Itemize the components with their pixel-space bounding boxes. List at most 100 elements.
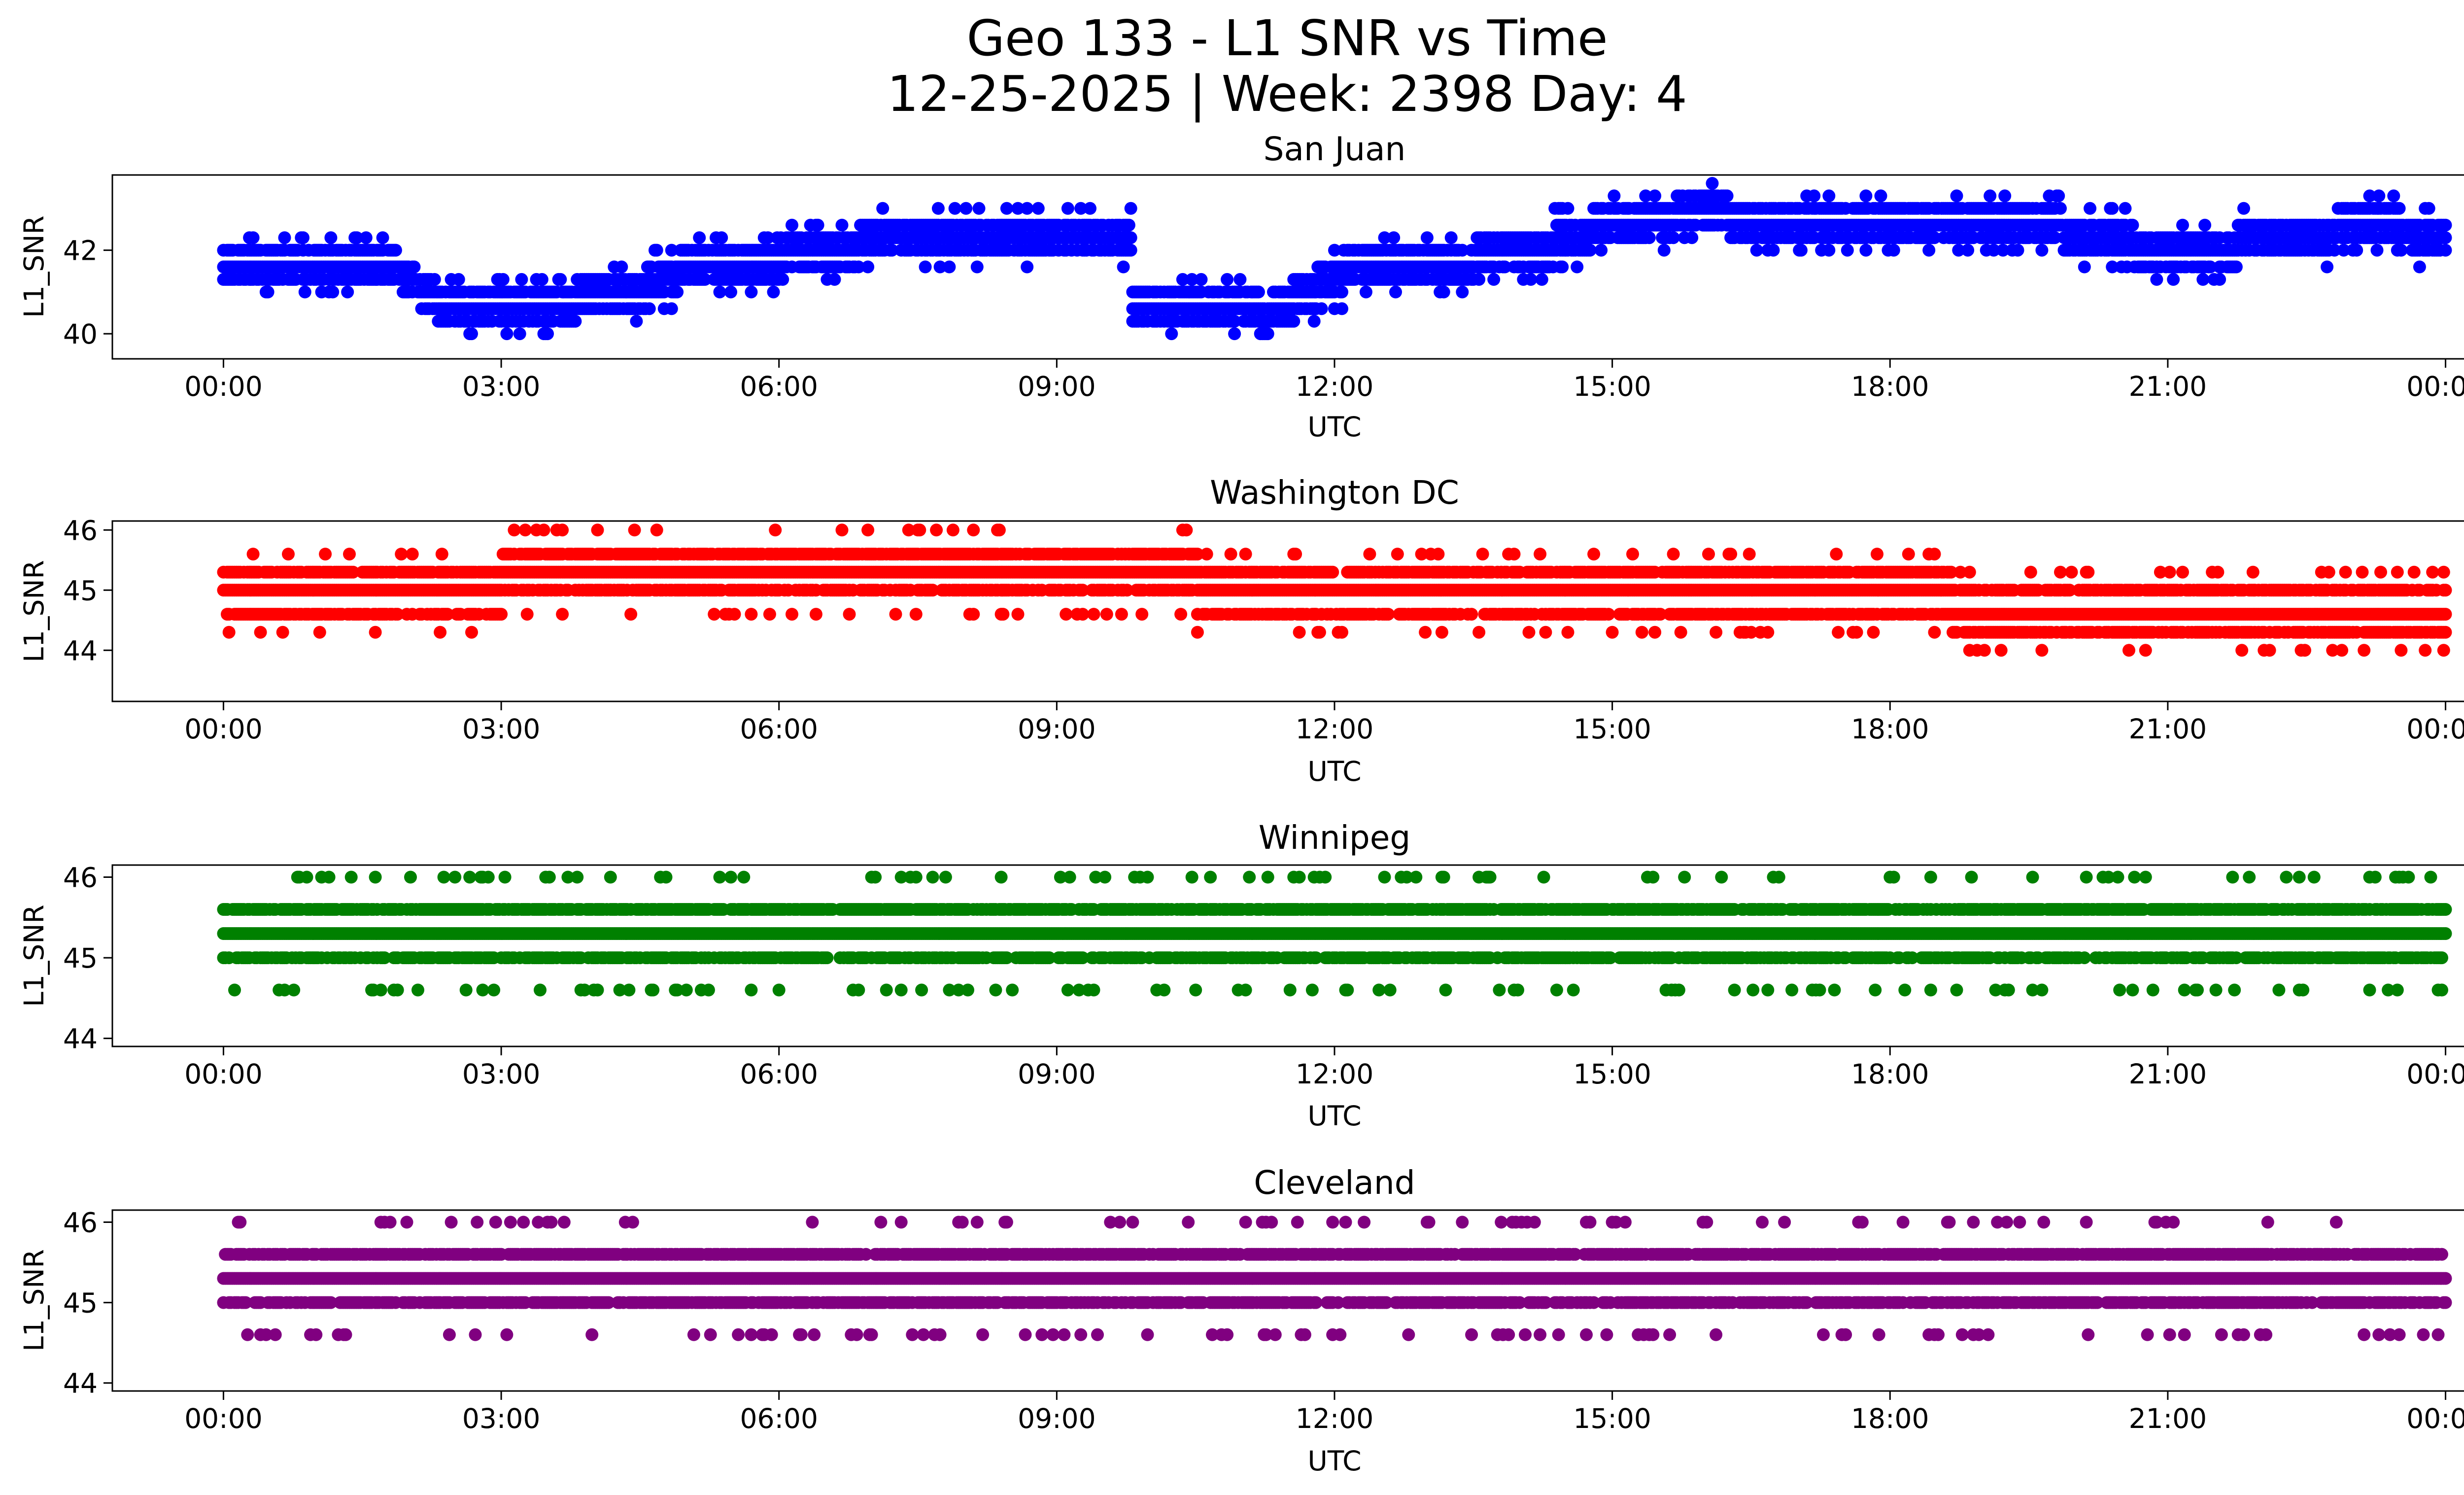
data-point	[1922, 243, 1936, 257]
data-point	[1124, 202, 1137, 215]
data-point	[715, 231, 728, 244]
data-point	[624, 608, 638, 621]
data-point	[298, 285, 311, 299]
san-juan-points	[217, 177, 2452, 341]
data-point	[1535, 273, 1548, 286]
data-point	[630, 314, 643, 328]
data-point	[1060, 608, 1073, 621]
data-point	[861, 523, 875, 537]
data-point	[1432, 548, 1445, 561]
data-point	[1595, 243, 1608, 257]
data-point	[1808, 189, 1821, 203]
san-juan-x-label: UTC	[1307, 411, 1361, 443]
data-point	[1115, 608, 1128, 621]
data-point	[1135, 608, 1149, 621]
data-point	[1643, 231, 1656, 244]
data-point	[537, 523, 550, 537]
data-point	[2395, 243, 2408, 257]
data-point	[222, 626, 236, 639]
data-point	[1087, 608, 1100, 621]
data-point	[2011, 243, 2024, 257]
san-juan-y-label: L1_SNR	[18, 215, 50, 317]
data-point	[2229, 260, 2243, 274]
data-point	[434, 626, 447, 639]
data-point	[569, 314, 582, 328]
data-point	[513, 327, 526, 341]
data-point	[763, 608, 776, 621]
data-point	[350, 231, 363, 244]
data-point	[1100, 608, 1113, 621]
data-point	[1476, 548, 1489, 561]
data-point	[713, 285, 726, 299]
san-juan-y-tick-label: 42	[63, 235, 98, 267]
san-juan-x-tick-label: 03:00	[462, 371, 541, 402]
data-point	[1859, 243, 1873, 257]
data-point	[2035, 243, 2049, 257]
data-point	[909, 608, 923, 621]
data-point	[2439, 243, 2452, 257]
data-point	[2196, 273, 2210, 286]
data-point	[369, 626, 382, 639]
data-point	[1165, 327, 1178, 341]
data-point	[1387, 231, 1401, 244]
data-point	[452, 273, 465, 286]
data-point	[1122, 218, 1135, 232]
data-point	[1437, 285, 1450, 299]
data-point	[992, 523, 1006, 537]
data-point	[1191, 626, 1204, 639]
data-point	[776, 273, 789, 286]
data-point	[2387, 189, 2400, 203]
data-point	[554, 273, 567, 286]
data-point	[2078, 260, 2091, 274]
data-point	[1176, 273, 1189, 286]
data-point	[615, 260, 628, 274]
san-juan-y-tick-label: 40	[63, 318, 98, 350]
data-point	[889, 608, 902, 621]
data-point	[376, 231, 389, 244]
data-point	[1307, 314, 1321, 328]
data-point	[724, 285, 737, 299]
san-juan-x-tick-label: 00:00	[2406, 371, 2464, 402]
data-point	[2119, 202, 2132, 215]
data-point	[276, 626, 289, 639]
data-point	[495, 608, 508, 621]
data-point	[1326, 565, 1339, 579]
panel-san-juan: San Juan 00:00 03:00 06:00 09:00 12:00 15:00 1…	[18, 130, 2464, 443]
data-point	[282, 548, 295, 561]
data-point	[518, 523, 532, 537]
data-point	[1487, 273, 1501, 286]
san-juan-x-tick-label: 09:00	[1018, 371, 1096, 402]
data-point	[1767, 243, 1780, 257]
data-point	[1841, 243, 1854, 257]
data-point	[1224, 548, 1237, 561]
data-point	[769, 523, 782, 537]
data-point	[946, 523, 959, 537]
data-point	[1685, 231, 1699, 244]
data-point	[1961, 243, 1975, 257]
data-point	[1822, 189, 1836, 203]
data-point	[2052, 189, 2065, 203]
data-point	[745, 608, 758, 621]
data-point	[970, 260, 984, 274]
data-point	[996, 608, 1010, 621]
data-point	[930, 523, 943, 537]
data-point	[1794, 243, 1808, 257]
data-point	[693, 231, 706, 244]
data-point	[2422, 202, 2435, 215]
data-point	[835, 523, 849, 537]
data-point	[1571, 260, 1584, 274]
data-point	[1859, 189, 1873, 203]
data-point	[1011, 608, 1025, 621]
data-point	[1228, 327, 1241, 341]
data-point	[972, 202, 986, 215]
data-point	[948, 202, 961, 215]
data-point	[931, 202, 945, 215]
san-juan-x-tick-label: 12:00	[1296, 371, 1374, 402]
data-point	[2198, 218, 2212, 232]
data-point	[1200, 548, 1213, 561]
data-point	[324, 231, 338, 244]
data-point	[535, 273, 548, 286]
san-juan-x-tick-label: 18:00	[1851, 371, 1929, 402]
data-point	[1998, 189, 2012, 203]
